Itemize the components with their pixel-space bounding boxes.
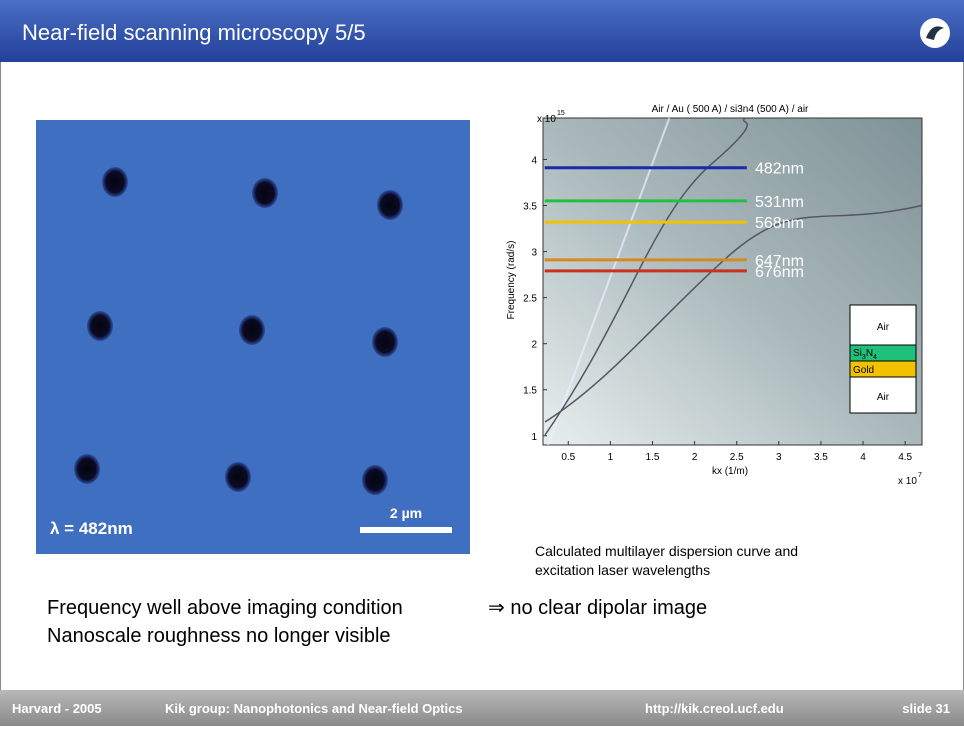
y-tick-label: 4 (531, 155, 537, 166)
laser-label: 676nm (755, 264, 804, 281)
footer-bar (0, 690, 964, 726)
body-text: ⇒ no clear dipolar image (488, 597, 707, 619)
body-text: Nanoscale roughness no longer visible (47, 625, 391, 647)
y-tick-label: 2 (531, 340, 537, 351)
x-tick-label: 0.5 (561, 452, 575, 463)
x-exponent-base: x 10 (898, 476, 917, 487)
layer-label-part: N (866, 348, 873, 359)
body-text: Frequency well above imaging condition (47, 597, 403, 619)
x-tick-label: 1 (608, 452, 614, 463)
y-tick-label: 3.5 (523, 202, 537, 213)
layer-label: Air (877, 392, 890, 403)
y-tick-label: 2.5 (523, 294, 537, 305)
y-exponent-power: 15 (557, 110, 565, 117)
caption-line: excitation laser wavelengths (535, 562, 710, 578)
y-tick-label: 1 (531, 432, 537, 443)
scale-label: 2 µm (390, 505, 422, 521)
x-exponent-power: 7 (918, 472, 922, 479)
x-axis-label: kx (1/m) (712, 466, 748, 477)
page: Near-field scanning microscopy 5/5 λ = 4… (0, 0, 964, 726)
footer-url: http://kik.creol.ucf.edu (645, 701, 784, 716)
x-tick-label: 4 (860, 452, 866, 463)
wavelength-label: λ = 482nm (50, 519, 133, 538)
x-tick-label: 2.5 (730, 452, 744, 463)
layer-label: Gold (853, 365, 874, 376)
layer-label-part: 4 (873, 354, 877, 361)
x-tick-label: 1.5 (646, 452, 660, 463)
plot-title: Air / Au ( 500 A) / si3n4 (500 A) / air (652, 104, 809, 115)
afm-image (36, 120, 470, 554)
slide: Near-field scanning microscopy 5/5 λ = 4… (0, 0, 964, 726)
dispersion-plot: 0.5 1 1.5 2 2.5 3 3.5 4 4.5 1 1.5 2 2.5 3 3.5 4 Air / Au… (506, 104, 922, 487)
y-tick-label: 1.5 (523, 386, 537, 397)
layer-label-part: Si (853, 348, 862, 359)
footer-center: Kik group: Nanophotonics and Near-field … (165, 701, 463, 716)
x-tick-label: 3.5 (814, 452, 828, 463)
y-tick-label: 3 (531, 248, 537, 259)
laser-label: 531nm (755, 194, 804, 211)
caption-line: Calculated multilayer dispersion curve a… (535, 543, 798, 559)
x-tick-label: 2 (692, 452, 698, 463)
footer-slide: slide 31 (902, 701, 950, 716)
laser-label: 568nm (755, 215, 804, 232)
slide-title: Near-field scanning microscopy 5/5 (22, 20, 366, 45)
layer-label: Air (877, 322, 890, 333)
x-tick-label: 3 (776, 452, 782, 463)
logo (920, 18, 950, 48)
y-axis-label: Frequency (rad/s) (506, 241, 517, 320)
footer-left: Harvard - 2005 (12, 701, 102, 716)
x-tick-label: 4.5 (898, 452, 912, 463)
y-exponent-base: x 10 (537, 114, 556, 125)
laser-label: 482nm (755, 161, 804, 178)
